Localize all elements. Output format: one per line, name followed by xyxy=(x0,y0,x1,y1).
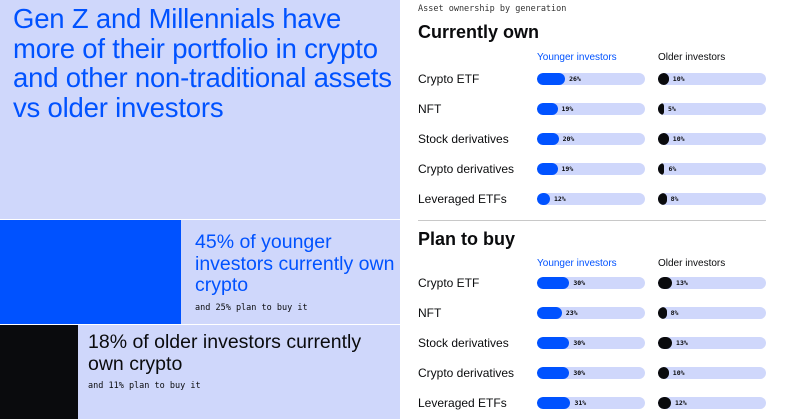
row-label: Crypto derivatives xyxy=(418,366,515,380)
bar-old xyxy=(658,73,669,85)
younger-stat-block: 45% of younger investors currently own c… xyxy=(0,219,400,324)
bar-track-old: 13% xyxy=(658,337,766,349)
older-stat-main: 18% of older investors currently own cry… xyxy=(88,331,362,375)
bar-value-label: 13% xyxy=(676,339,688,347)
bar-track-old: 10% xyxy=(658,367,766,379)
bar-old xyxy=(658,133,669,145)
bar-young xyxy=(537,307,562,319)
bar-young xyxy=(537,73,566,85)
bar-value-label: 30% xyxy=(573,339,586,347)
bar-value-label: 12% xyxy=(553,195,566,203)
column-header-old-0: Older investors xyxy=(658,52,726,63)
bar-young xyxy=(537,277,570,289)
bar-value-label: 23% xyxy=(565,309,578,317)
row-label: Stock derivatives xyxy=(418,132,509,146)
older-stat-sub: and 11% plan to buy it xyxy=(88,381,201,391)
bar-value-label: 10% xyxy=(672,369,685,377)
column-header-old-1: Older investors xyxy=(658,258,726,269)
bar-track-old: 10% xyxy=(658,133,766,145)
bar-value-label: 12% xyxy=(674,399,687,407)
older-stat-block: 18% of older investors currently own cry… xyxy=(0,324,400,419)
bar-young xyxy=(537,103,558,115)
bar-value-label: 19% xyxy=(561,165,574,173)
summary-panel: Gen Z and Millennials have more of their… xyxy=(0,0,400,419)
bar-track-young: 19% xyxy=(537,163,645,175)
section-title-1: Plan to buy xyxy=(418,229,516,249)
bar-value-label: 20% xyxy=(562,135,575,143)
section-title-0: Currently own xyxy=(418,22,540,42)
bar-track-young: 20% xyxy=(537,133,645,145)
bar-value-label: 13% xyxy=(676,279,688,287)
bar-old xyxy=(658,397,671,409)
bar-old xyxy=(658,193,667,205)
older-stat-text: 18% of older investors currently own cry… xyxy=(88,331,388,391)
bar-track-old: 13% xyxy=(658,277,766,289)
row-label: Stock derivatives xyxy=(418,336,509,350)
younger-stat-main: 45% of younger investors currently own c… xyxy=(195,231,395,296)
column-header-young-0: Younger investors xyxy=(537,52,617,63)
bar-young xyxy=(537,163,558,175)
bar-young xyxy=(537,337,570,349)
younger-swatch xyxy=(0,220,181,324)
bar-young xyxy=(537,397,571,409)
bar-track-young: 12% xyxy=(537,193,645,205)
bar-track-old: 8% xyxy=(658,193,766,205)
bar-track-old: 10% xyxy=(658,73,766,85)
bar-old xyxy=(658,163,665,175)
bar-track-young: 23% xyxy=(537,307,645,319)
younger-stat-sub: and 25% plan to buy it xyxy=(195,302,308,313)
bar-old xyxy=(658,103,664,115)
bar-young xyxy=(537,193,550,205)
bar-value-label: 8% xyxy=(670,195,679,203)
bar-track-old: 8% xyxy=(658,307,766,319)
bar-value-label: 31% xyxy=(574,399,587,407)
bar-value-label: 10% xyxy=(672,75,685,83)
bar-value-label: 30% xyxy=(573,369,586,377)
bar-value-label: 5% xyxy=(668,105,676,113)
chart-title: Asset ownership by generation xyxy=(418,4,567,14)
row-label: NFT xyxy=(418,306,442,320)
bar-old xyxy=(658,277,673,289)
bar-value-label: 19% xyxy=(561,105,574,113)
bar-track-young: 19% xyxy=(537,103,645,115)
row-label: Crypto ETF xyxy=(418,72,480,86)
bar-young xyxy=(537,367,570,379)
bar-track-young: 31% xyxy=(537,397,645,409)
bar-track-young: 30% xyxy=(537,367,645,379)
bar-track-young: 30% xyxy=(537,337,645,349)
bar-value-label: 8% xyxy=(670,309,679,317)
row-label: NFT xyxy=(418,102,442,116)
bar-old xyxy=(658,367,669,379)
bar-track-old: 5% xyxy=(658,103,766,115)
bar-track-old: 12% xyxy=(658,397,766,409)
bar-value-label: 6% xyxy=(668,165,677,173)
bar-value-label: 30% xyxy=(573,279,586,287)
bar-track-young: 30% xyxy=(537,277,645,289)
older-swatch xyxy=(0,325,78,419)
row-label: Leveraged ETFs xyxy=(418,396,507,410)
bar-old xyxy=(658,337,673,349)
bar-young xyxy=(537,133,559,145)
section-divider xyxy=(418,220,766,221)
bar-track-young: 26% xyxy=(537,73,645,85)
bar-value-label: 10% xyxy=(672,135,685,143)
younger-stat-text: 45% of younger investors currently own c… xyxy=(195,231,395,313)
row-label: Leveraged ETFs xyxy=(418,192,507,206)
asset-ownership-chart: Asset ownership by generation Currently … xyxy=(400,0,800,419)
headline: Gen Z and Millennials have more of their… xyxy=(13,3,392,123)
bar-old xyxy=(658,307,667,319)
row-label: Crypto ETF xyxy=(418,276,480,290)
row-label: Crypto derivatives xyxy=(418,162,515,176)
column-header-young-1: Younger investors xyxy=(537,258,617,269)
bar-value-label: 26% xyxy=(569,75,581,83)
bar-track-old: 6% xyxy=(658,163,766,175)
